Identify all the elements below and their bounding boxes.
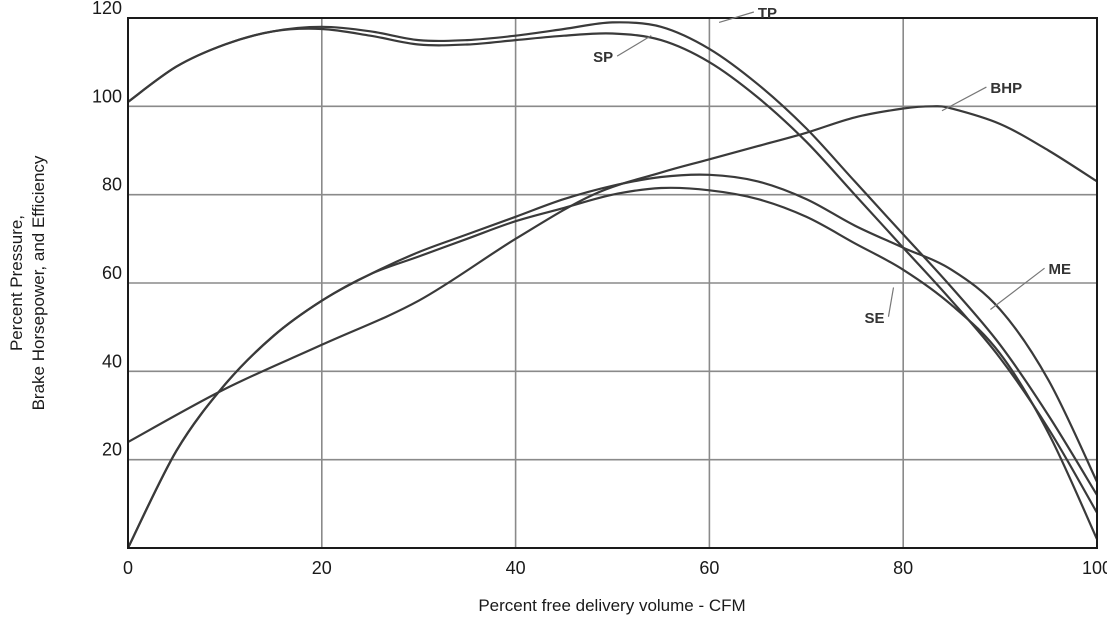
x-tick-label-80: 80: [893, 558, 913, 578]
curve-label-sp: SP: [593, 49, 613, 66]
y-axis-title-line-1: Percent Pressure,: [7, 215, 26, 351]
y-axis-title-line-2: Brake Horsepower, and Efficiency: [29, 155, 48, 410]
tick-labels: 0 20 40 60 80 100 20 40 60 80 100 120: [92, 0, 1107, 578]
y-tick-label-40: 40: [102, 351, 122, 371]
leader-line-se: [887, 287, 895, 317]
series-line-sp: [127, 27, 1098, 514]
leader-line-tp: [718, 11, 755, 23]
series-line-bhp: [127, 105, 1098, 443]
grid: [128, 18, 1097, 548]
curve-annotations: TP SP BHP ME SE: [593, 5, 1071, 327]
plot-frame: [127, 17, 1098, 549]
curves: [127, 21, 1099, 549]
curve-label-bhp: BHP: [990, 80, 1022, 97]
series-line-se: [127, 186, 1099, 549]
y-tick-label-120: 120: [92, 0, 122, 18]
curve-label-me: ME: [1049, 261, 1072, 278]
curve-label-se: SE: [864, 310, 884, 327]
y-tick-label-100: 100: [92, 86, 122, 106]
y-tick-label-60: 60: [102, 263, 122, 283]
leader-line-me: [990, 267, 1045, 310]
leader-line-bhp: [941, 86, 987, 112]
leader-line-sp: [616, 35, 652, 57]
x-axis-title: Percent free delivery volume - CFM: [478, 596, 745, 615]
y-tick-label-20: 20: [102, 440, 122, 460]
x-tick-label-40: 40: [506, 558, 526, 578]
series-line-me: [127, 173, 1098, 549]
series-line-tp: [127, 21, 1098, 496]
y-tick-label-80: 80: [102, 175, 122, 195]
curve-label-tp: TP: [758, 5, 777, 22]
x-tick-label-100: 100: [1082, 558, 1107, 578]
x-tick-label-20: 20: [312, 558, 332, 578]
x-tick-label-60: 60: [699, 558, 719, 578]
x-tick-label-0: 0: [123, 558, 133, 578]
